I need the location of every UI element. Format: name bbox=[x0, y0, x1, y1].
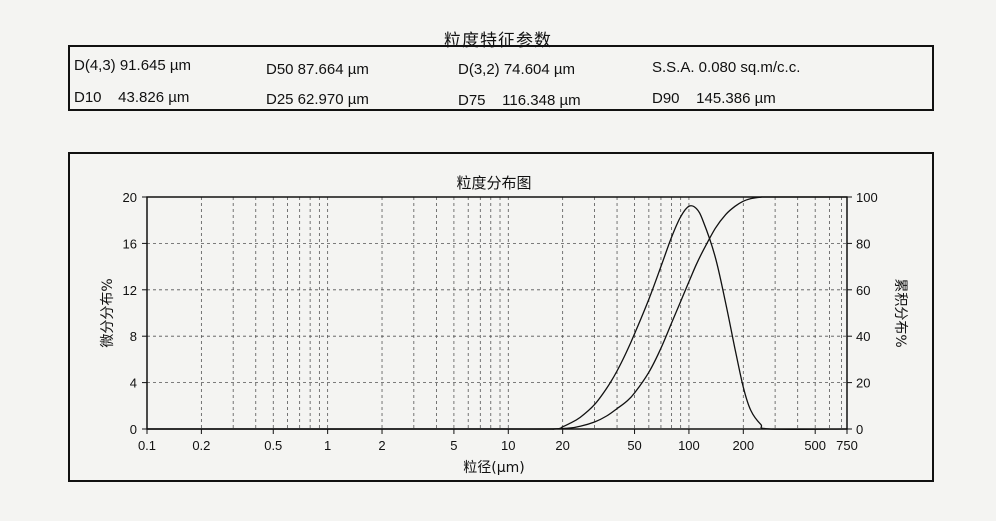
x-axis-title: 粒径(µm) bbox=[463, 460, 524, 476]
x-tick-label: 0.1 bbox=[138, 438, 156, 453]
y-tick-label: 12 bbox=[123, 283, 137, 298]
y2-tick-label: 60 bbox=[856, 283, 870, 298]
param-d50: D50 87.664 µm bbox=[266, 61, 369, 78]
series-group bbox=[146, 196, 848, 431]
y2-tick-label: 0 bbox=[856, 422, 863, 437]
y2-axis-title: 累积分布% bbox=[892, 278, 908, 347]
x-tick-label: 0.5 bbox=[264, 438, 282, 453]
x-tick-label: 2 bbox=[378, 438, 385, 453]
x-tick-label: 5 bbox=[450, 438, 457, 453]
y-tick-label: 4 bbox=[130, 376, 137, 391]
grid-lines bbox=[147, 197, 847, 429]
x-tick-label: 200 bbox=[732, 438, 754, 453]
y-axis-title: 微分分布% bbox=[100, 278, 116, 347]
param-d90: D90 145.386 µm bbox=[652, 90, 776, 107]
y2-tick-label: 100 bbox=[856, 190, 878, 205]
x-tick-label: 750 bbox=[836, 438, 858, 453]
y2-tick-label: 40 bbox=[856, 329, 870, 344]
axis-ticks: 0.1 0.2 0.5 1 2 5 10 20 50 100 200 500 7500481216200… bbox=[123, 190, 878, 453]
x-tick-label: 0.2 bbox=[192, 438, 210, 453]
x-tick-label: 20 bbox=[555, 438, 569, 453]
x-tick-label: 500 bbox=[804, 438, 826, 453]
y2-tick-label: 20 bbox=[856, 376, 870, 391]
y-tick-label: 20 bbox=[123, 190, 137, 205]
cumulative-curve bbox=[146, 196, 847, 430]
params-table: D(4,3) 91.645 µm D50 87.664 µm D(3,2) 74… bbox=[68, 45, 934, 111]
param-d10: D10 43.826 µm bbox=[74, 89, 190, 106]
x-tick-label: 100 bbox=[678, 438, 700, 453]
chart-frame bbox=[68, 152, 934, 482]
x-tick-label: 50 bbox=[627, 438, 641, 453]
param-d75: D75 116.348 µm bbox=[458, 92, 581, 109]
x-tick-label: 10 bbox=[501, 438, 515, 453]
chart-title: 粒度分布图 bbox=[456, 174, 531, 192]
y-tick-label: 8 bbox=[130, 329, 137, 344]
param-ssa: S.S.A. 0.080 sq.m/c.c. bbox=[652, 59, 801, 76]
y2-tick-label: 80 bbox=[856, 236, 870, 251]
differential-curve bbox=[146, 205, 848, 431]
param-d25: D25 62.970 µm bbox=[266, 91, 369, 108]
y-tick-label: 16 bbox=[123, 236, 137, 251]
y-tick-label: 0 bbox=[130, 422, 137, 437]
param-d43: D(4,3) 91.645 µm bbox=[74, 57, 192, 74]
x-tick-label: 1 bbox=[324, 438, 331, 453]
param-d32: D(3,2) 74.604 µm bbox=[458, 61, 576, 78]
plot-area bbox=[146, 196, 848, 430]
